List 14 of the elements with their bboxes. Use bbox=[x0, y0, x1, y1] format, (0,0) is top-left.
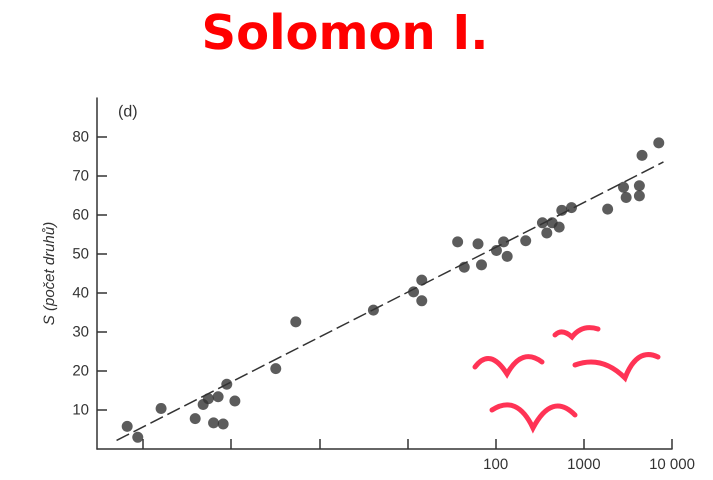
chart-title: Solomon I. bbox=[202, 5, 488, 61]
x-tick-label: 1000 bbox=[567, 456, 601, 473]
y-tick-label: 80 bbox=[72, 128, 89, 146]
y-tick-label: 20 bbox=[72, 362, 89, 380]
x-tick-label: 10 000 bbox=[649, 456, 695, 473]
y-tick-label: 50 bbox=[72, 246, 89, 262]
x-tick-label: 100 bbox=[483, 456, 508, 473]
annotation: (d) bbox=[118, 104, 138, 120]
y-tick-label: 70 bbox=[72, 168, 89, 184]
y-tick-label: 30 bbox=[72, 324, 89, 340]
y-tick-label: 40 bbox=[72, 284, 89, 302]
y-tick-label: 60 bbox=[72, 206, 89, 224]
y-axis-title: S (počet druhů) bbox=[41, 222, 58, 326]
y-tick-label: 10 bbox=[72, 402, 89, 418]
